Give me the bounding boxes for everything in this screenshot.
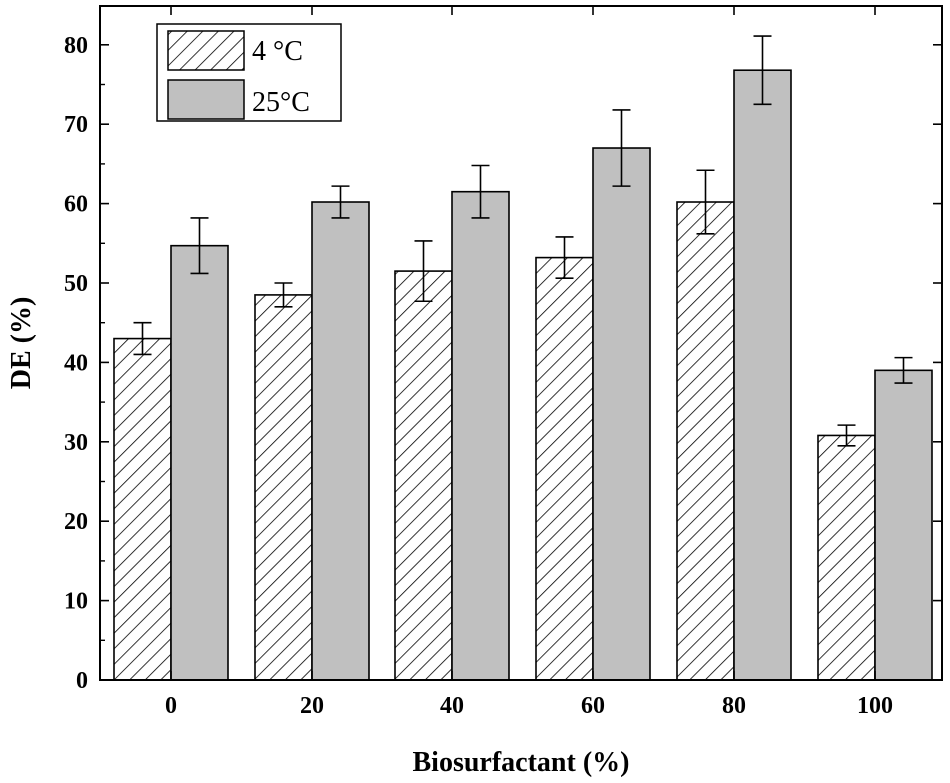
bar-s0-100 xyxy=(817,434,876,681)
legend-swatch-25c xyxy=(167,79,245,120)
y-tick-label: 0 xyxy=(76,668,88,694)
bar-s0-80 xyxy=(676,201,735,681)
y-tick-label: 60 xyxy=(64,192,88,218)
error-bar-s0-60 xyxy=(555,236,574,280)
y-tick-label: 30 xyxy=(64,430,88,456)
error-bar-s0-40 xyxy=(414,240,433,303)
y-tick-label: 70 xyxy=(64,112,88,138)
error-bar-s1-0 xyxy=(190,217,209,275)
legend-label-4c: 4 °C xyxy=(252,36,303,67)
error-bar-s1-80 xyxy=(753,35,772,106)
bar-s1-0 xyxy=(170,244,229,681)
error-bar-s0-0 xyxy=(133,321,152,356)
legend: 4 °C 25°C xyxy=(156,23,342,122)
bar-s1-60 xyxy=(592,147,651,681)
y-tick-label: 40 xyxy=(64,350,88,376)
x-tick-label: 0 xyxy=(165,693,177,719)
bar-layer xyxy=(113,69,933,681)
legend-swatch-4c xyxy=(167,30,245,71)
y-tick-label: 80 xyxy=(64,33,88,59)
y-axis-ticks: 0 10 20 30 40 50 60 70 80 xyxy=(64,33,942,694)
x-tick-label: 60 xyxy=(581,693,605,719)
y-axis-title: DE (%) xyxy=(6,297,37,390)
x-tick-label: 20 xyxy=(300,693,324,719)
y-tick-label: 50 xyxy=(64,271,88,297)
bar-s0-60 xyxy=(535,256,594,681)
bar-s1-40 xyxy=(451,190,510,681)
bar-s0-0 xyxy=(113,337,172,681)
x-axis-ticks: 0 20 40 60 80 100 xyxy=(165,6,893,719)
error-bar-s0-100 xyxy=(837,424,856,447)
bar-s0-20 xyxy=(254,294,313,681)
error-bar-layer xyxy=(133,35,913,447)
error-bar-s1-100 xyxy=(894,356,913,384)
error-bar-s0-80 xyxy=(696,169,715,235)
legend-label-25c: 25°C xyxy=(252,87,310,118)
x-tick-label: 80 xyxy=(722,693,746,719)
x-axis-title: Biosurfactant (%) xyxy=(413,747,630,778)
error-bar-s1-40 xyxy=(471,164,490,219)
x-tick-label: 40 xyxy=(440,693,464,719)
bar-s1-80 xyxy=(733,69,792,681)
bar-s1-100 xyxy=(874,369,933,681)
error-bar-s0-20 xyxy=(274,282,293,308)
bar-s1-20 xyxy=(311,201,370,681)
bar-s0-40 xyxy=(394,270,453,681)
error-bar-s1-60 xyxy=(612,109,631,187)
y-tick-label: 20 xyxy=(64,509,88,535)
error-bar-s1-20 xyxy=(331,185,350,219)
y-tick-label: 10 xyxy=(64,589,88,615)
x-tick-label: 100 xyxy=(857,693,893,719)
plot-frame xyxy=(99,5,943,681)
